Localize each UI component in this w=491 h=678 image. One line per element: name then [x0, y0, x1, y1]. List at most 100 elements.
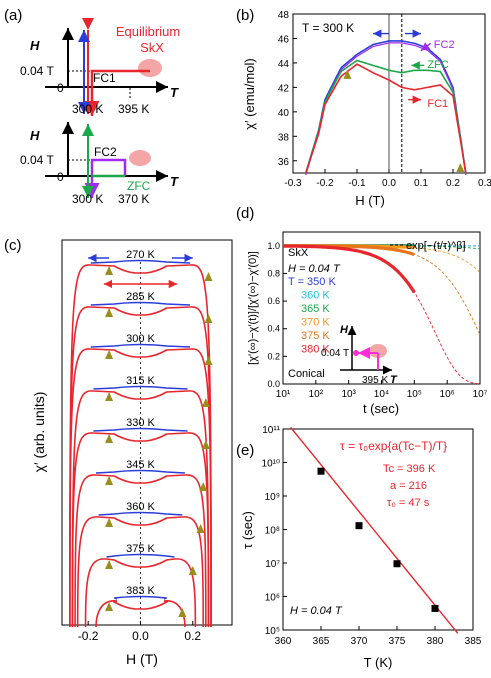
- c-xtick-label: 0.2: [184, 629, 201, 643]
- a-top-t-label: T: [170, 85, 179, 100]
- b-curve-fc2: [305, 40, 467, 174]
- c-curve-red: [69, 348, 212, 628]
- d-conical-label: Conical: [288, 368, 325, 380]
- b-xtick-label: -0.3: [284, 178, 302, 189]
- a-bottom-field-label: 0.04 T: [20, 153, 54, 167]
- e-ytick-label: 10⁵: [265, 626, 280, 637]
- c-marker-left: [105, 266, 114, 275]
- e-ytick-label: 10⁸: [265, 526, 280, 537]
- e-tc: Tc = 396 K: [383, 463, 436, 475]
- b-plot-content: -0.3 -0.2 -0.1 0.0 0.1 0.2 0.3 36 38 40 42 44 46 48 FC…: [278, 10, 491, 189]
- a-top-field-label: 0.04 T: [20, 64, 54, 78]
- e-xtick-label: 365: [313, 636, 330, 647]
- e-plot-content: 360 365 370 375 380 385 10⁵ 10⁶ 10⁷ 10⁸ 10⁹ 10¹⁰ 10¹…: [262, 425, 482, 647]
- c-temp-label: 285 K: [126, 291, 155, 303]
- c-curve-red: [69, 264, 212, 628]
- c-temp-label: 383 K: [126, 585, 155, 597]
- d-ytick-label: 0.6: [267, 296, 280, 306]
- b-curve-fc1: [305, 63, 467, 174]
- c-marker-right: [178, 608, 187, 617]
- b-arrow-purple: [420, 42, 432, 52]
- c-ylabel: χ′ (arb. units): [31, 392, 47, 473]
- b-xtick-label: 0.0: [382, 178, 396, 189]
- a-top-zero-label: 0: [57, 81, 64, 95]
- b-ylabel: χ′ (emu/mol): [242, 58, 257, 129]
- b-series-label-fc2: FC2: [434, 39, 455, 51]
- panel-e-label: (e): [236, 442, 254, 459]
- e-ytick-label: 10¹¹: [262, 425, 280, 436]
- d-xtick-label: 10⁶: [440, 389, 455, 400]
- c-curve-blue: [93, 427, 188, 432]
- a-bottom-t2-label: 370 K: [118, 192, 149, 206]
- b-marker-right: [456, 163, 465, 172]
- e-data-point: [317, 467, 325, 475]
- c-marker-left: [105, 560, 114, 569]
- b-series-label-zfc: ZFC: [427, 59, 448, 71]
- c-curve-blue: [90, 343, 191, 348]
- d-ytick-label: 0.2: [267, 351, 280, 361]
- e-field-label: H = 0.04 T: [290, 605, 343, 617]
- e-ylabel: τ (sec): [240, 511, 255, 549]
- c-marker-right: [201, 398, 210, 407]
- a-bottom-fc2-path: [84, 158, 127, 198]
- d-inset-dot: [353, 350, 359, 356]
- e-ytick-label: 10⁹: [265, 492, 280, 503]
- d-data-curve: [282, 244, 416, 294]
- c-marker-right: [204, 314, 213, 323]
- a-top-fc1-label: FC1: [93, 71, 116, 85]
- b-ytick-label: 40: [278, 108, 290, 119]
- c-temp-label: 270 K: [126, 249, 155, 261]
- c-marker-left: [105, 518, 114, 527]
- e-xlabel: T (K): [364, 655, 393, 670]
- d-fit-legend-text: exp[−(t/τ)^β]: [406, 240, 466, 252]
- e-formula: τ = τ₀exp{a(Tc−T)/T}: [340, 439, 447, 453]
- c-temp-label: 345 K: [126, 459, 155, 471]
- c-marker-left: [105, 392, 114, 401]
- c-temp-label: 300 K: [126, 333, 155, 345]
- d-xtick-label: 10³: [341, 389, 356, 400]
- c-temp-label: 375 K: [126, 543, 155, 555]
- a-bottom-h-label: H: [30, 128, 40, 143]
- panel-b: (b) -0.3 -0.2 -0.1 0.0 0.1 0.2 0.3 36 38 40 42 44 46…: [236, 7, 491, 208]
- c-curve-red: [95, 600, 186, 628]
- d-ytick-label: 0.4: [267, 324, 280, 334]
- a-top-equilibrium-label: Equilibrium: [116, 24, 180, 39]
- d-xtick-label: 10¹: [276, 389, 291, 400]
- c-curve-red: [69, 306, 212, 628]
- d-inset: H T 0.04 T 395 K: [321, 324, 398, 386]
- d-field-label: H = 0.04 T: [288, 263, 341, 275]
- d-legend-item: 360 K: [301, 290, 330, 302]
- c-plot-frame: [61, 239, 233, 626]
- a-top-skx-blob: [138, 59, 162, 77]
- c-xlabel: H (T): [126, 651, 158, 667]
- d-legend-item: 380 K: [301, 344, 330, 356]
- c-xtick-label: -0.2: [78, 629, 99, 643]
- a-bottom-t1-label: 300 K: [72, 192, 103, 206]
- e-data-point: [431, 604, 439, 612]
- e-fit-line: [290, 426, 459, 634]
- b-ytick-label: 38: [278, 132, 290, 143]
- e-a: a = 216: [390, 480, 427, 492]
- c-marker-right: [196, 524, 205, 533]
- b-xtick-label: 0.1: [414, 178, 428, 189]
- a-bottom-skx-blob: [129, 150, 151, 166]
- e-data-point: [393, 560, 401, 568]
- b-ytick-label: 36: [278, 157, 290, 168]
- d-legend-item: 365 K: [301, 303, 330, 315]
- d-inset-h: H: [340, 324, 349, 336]
- d-inset-temp: 395 K: [362, 375, 388, 386]
- d-xtick-label: 10²: [309, 389, 324, 400]
- d-ytick-label: 1.0: [267, 241, 280, 251]
- panel-d: (d) 10¹ 10² 10³ 10⁴ 10⁵ 10⁶ 10⁷ 0.0 0.2 0.4 0.6 0.8…: [236, 205, 488, 416]
- a-top-h-label: H: [30, 38, 40, 53]
- b-xtick-label: 0.3: [478, 178, 491, 189]
- panel-a-label: (a): [4, 7, 22, 24]
- b-marker-left: [343, 69, 352, 79]
- a-bottom-fc2-label: FC2: [94, 145, 117, 159]
- c-curve-blue: [90, 259, 191, 264]
- c-plot-content: -0.2 0.0 0.2 270 K 285 K 300 K 315 K 330 K 345 K…: [69, 249, 213, 643]
- c-marker-left: [105, 476, 114, 485]
- c-curve-red: [84, 558, 197, 628]
- c-curve-blue: [95, 469, 185, 474]
